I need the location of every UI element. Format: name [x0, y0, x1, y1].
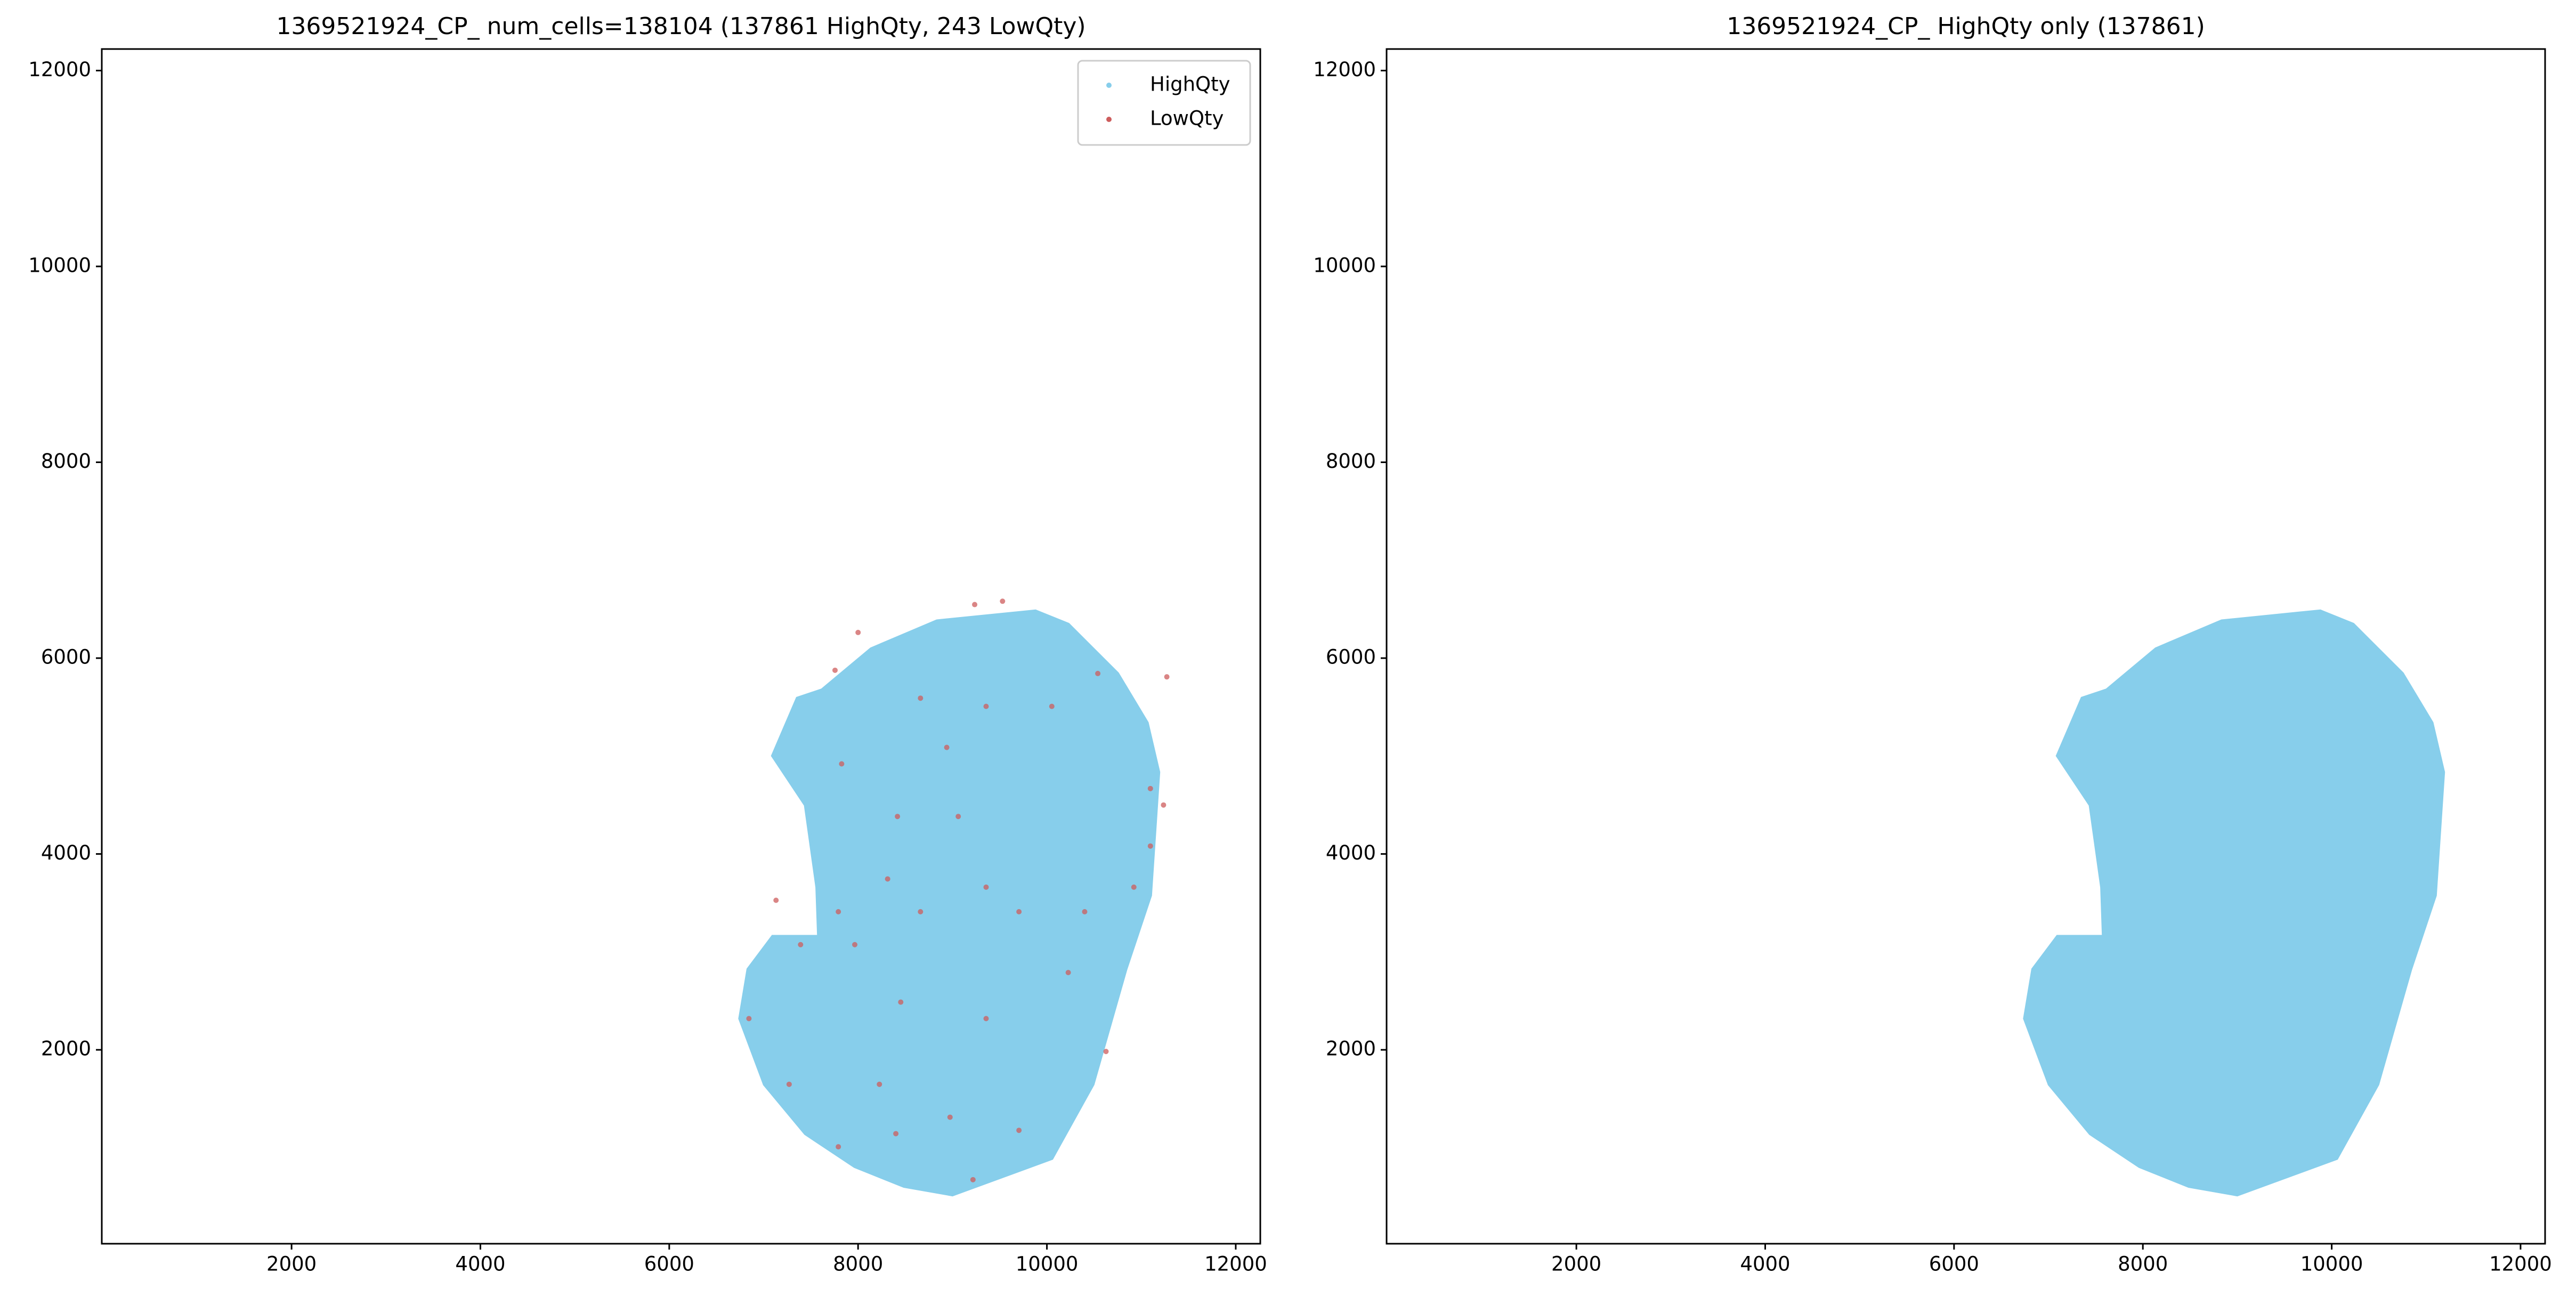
x-tick-label: 2000 [1551, 1253, 1601, 1276]
x-tick-label: 6000 [1929, 1253, 1979, 1276]
cell-point [885, 876, 890, 882]
cell-region [738, 609, 1161, 1197]
cell-point [983, 884, 989, 890]
cell-point [1016, 909, 1022, 915]
cell-point [983, 703, 989, 709]
cell-point [918, 909, 924, 915]
cell-point [836, 1144, 841, 1150]
x-tick-label: 10000 [1016, 1253, 1079, 1276]
cell-point [1000, 598, 1006, 604]
cell-point [1103, 1049, 1109, 1055]
cell-point [1131, 884, 1137, 890]
y-tick-label: 6000 [1326, 646, 1376, 669]
x-tick-label: 8000 [2118, 1253, 2168, 1276]
y-tick-label: 12000 [1313, 58, 1376, 81]
cell-point [836, 909, 841, 915]
legend-marker [1106, 83, 1112, 88]
y-tick-label: 4000 [41, 841, 91, 864]
cell-point [895, 814, 901, 820]
axes-frame [1386, 48, 2546, 1245]
y-tick-label: 6000 [41, 646, 91, 669]
x-tick-label: 2000 [266, 1253, 317, 1276]
cell-point [944, 744, 950, 750]
x-tick-label: 4000 [1740, 1253, 1790, 1276]
cell-point [1065, 970, 1071, 976]
cell-point [955, 814, 961, 820]
cell-point [893, 1131, 899, 1137]
y-tick-label: 2000 [41, 1037, 91, 1060]
legend-label: HighQty [1150, 73, 1230, 96]
cell-point [1095, 670, 1101, 676]
cell-point [970, 1177, 976, 1182]
cell-point [1049, 703, 1055, 709]
chart-title: 1369521924_CP_ HighQty only (137861) [1727, 13, 2205, 40]
x-tick-label: 4000 [455, 1253, 505, 1276]
chart-title: 1369521924_CP_ num_cells=138104 (137861 … [276, 13, 1086, 40]
cell-point [855, 629, 861, 635]
x-tick-label: 12000 [2489, 1253, 2552, 1276]
legend-box [1077, 60, 1251, 146]
cell-point [1147, 843, 1153, 849]
cell-point [1147, 785, 1153, 791]
y-tick-label: 4000 [1326, 841, 1376, 864]
axes-frame [101, 48, 1261, 1245]
x-tick-label: 8000 [833, 1253, 883, 1276]
x-tick-label: 12000 [1204, 1253, 1267, 1276]
x-tick-label: 6000 [644, 1253, 694, 1276]
cell-point [832, 667, 838, 673]
cell-point [972, 602, 978, 607]
legend-label: LowQty [1150, 107, 1224, 130]
cell-point [983, 1016, 989, 1022]
cell-point [898, 999, 904, 1005]
cell-point [746, 1016, 752, 1022]
cell-point [798, 942, 804, 947]
legend-marker [1106, 117, 1112, 122]
cell-point [1161, 802, 1167, 808]
subplot: 1369521924_CP_ HighQty only (137861) 2000… [1313, 13, 2551, 1276]
subplot: 1369521924_CP_ num_cells=138104 (137861 … [28, 13, 1267, 1276]
cell-point [786, 1081, 792, 1087]
cell-point [1016, 1128, 1022, 1133]
cell-point [947, 1114, 953, 1120]
y-tick-label: 8000 [41, 450, 91, 473]
y-tick-label: 10000 [1313, 254, 1376, 277]
y-tick-label: 12000 [28, 58, 91, 81]
cell-point [877, 1081, 882, 1087]
cell-point [773, 897, 779, 903]
cell-point [839, 761, 845, 767]
cell-point [852, 942, 858, 947]
cell-point [918, 695, 924, 701]
cell-region [2023, 609, 2445, 1197]
y-tick-label: 8000 [1326, 450, 1376, 473]
y-tick-label: 10000 [28, 254, 91, 277]
x-tick-label: 10000 [2300, 1253, 2363, 1276]
y-tick-label: 2000 [1326, 1037, 1376, 1060]
cell-point [1082, 909, 1088, 915]
cell-point [1164, 674, 1170, 680]
